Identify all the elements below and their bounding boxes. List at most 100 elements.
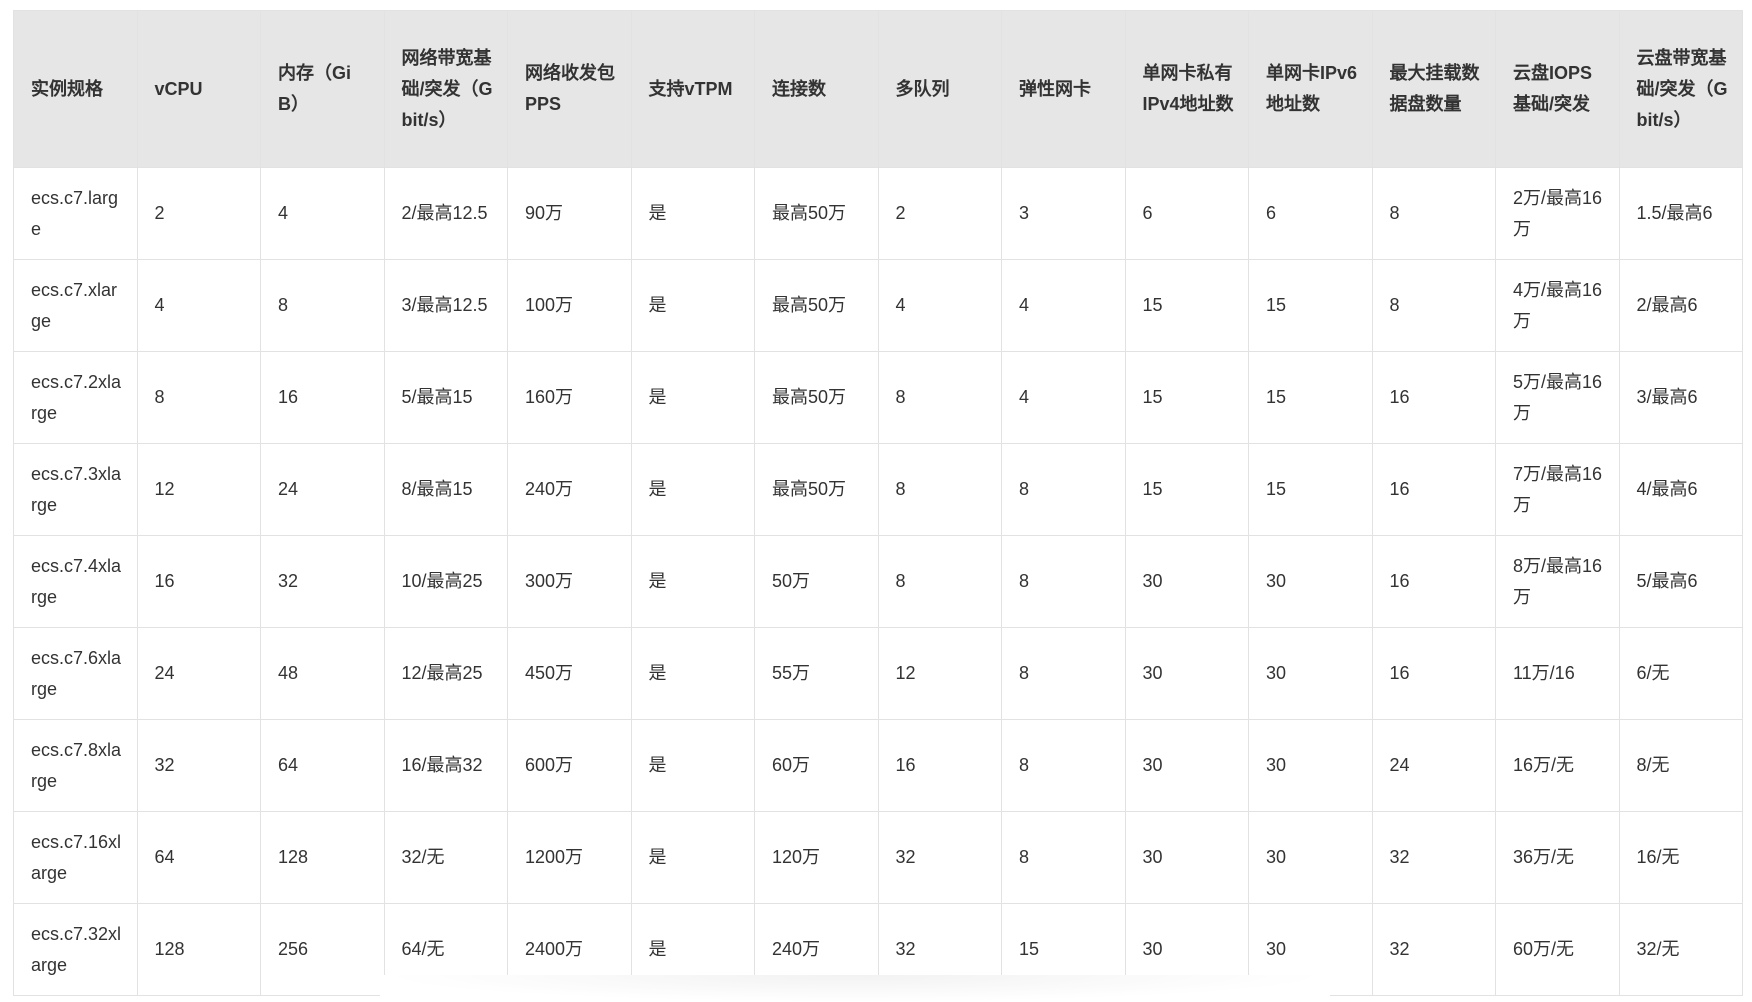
table-cell: 12/最高25: [383, 627, 508, 720]
column-header: 内存（GiB）: [260, 10, 385, 168]
table-cell: 1200万: [507, 811, 632, 904]
table-cell: 16万/无: [1495, 719, 1620, 812]
table-cell: 32: [1371, 903, 1496, 996]
table-cell: 是: [630, 627, 755, 720]
table-cell: 6/无: [1618, 627, 1743, 720]
table-cell: 8/无: [1618, 719, 1743, 812]
table-cell: 60万: [754, 719, 879, 812]
table-cell: 7万/最高16万: [1495, 443, 1620, 536]
table-cell: 30: [1248, 535, 1373, 628]
table-cell: 是: [630, 719, 755, 812]
table-cell: 15: [1248, 259, 1373, 352]
table-cell: 1.5/最高6: [1618, 167, 1743, 260]
table-row: ecs.c7.2xlarge 8 16 5/最高15 160万是最高50万 8 4 15 15 1…: [13, 351, 1743, 444]
column-header: 实例规格: [13, 10, 138, 168]
table-cell: 8: [877, 535, 1002, 628]
table-cell: 5/最高15: [383, 351, 508, 444]
table-cell: 4: [1001, 259, 1126, 352]
table-cell: 32: [136, 719, 261, 812]
table-cell: 8: [1001, 535, 1126, 628]
table-cell: 是: [630, 167, 755, 260]
table-cell: 450万: [507, 627, 632, 720]
table-cell: 15: [1248, 443, 1373, 536]
table-cell: 8: [136, 351, 261, 444]
table-cell: 2/最高12.5: [383, 167, 508, 260]
table-cell: 30: [1124, 627, 1249, 720]
table-cell: 90万: [507, 167, 632, 260]
table-row: ecs.c7.16xlarge 64 128 32/无 1200万是 120万 32 8 30 3…: [13, 811, 1743, 904]
table-cell: 16/最高32: [383, 719, 508, 812]
table-cell: 最高50万: [754, 443, 879, 536]
table-cell: 600万: [507, 719, 632, 812]
table-row: ecs.c7.xlarge 4 8 3/最高12.5 100万是最高50万 4 4 15 15 8…: [13, 259, 1743, 352]
table-cell: ecs.c7.3xlarge: [13, 443, 138, 536]
table-cell: 15: [1124, 351, 1249, 444]
table-row: ecs.c7.3xlarge 12 24 8/最高15 240万是最高50万 8 8 15 15…: [13, 443, 1743, 536]
table-cell: 8/最高15: [383, 443, 508, 536]
table-row: ecs.c7.4xlarge 16 32 10/最高25 300万是 50万 8 8 30 30 1…: [13, 535, 1743, 628]
table-cell: 16/无: [1618, 811, 1743, 904]
table-cell: 是: [630, 351, 755, 444]
table-cell: 16: [136, 535, 261, 628]
table-cell: 5万/最高16万: [1495, 351, 1620, 444]
table-cell: 16: [877, 719, 1002, 812]
table-cell: 64: [136, 811, 261, 904]
table-cell: 3: [1001, 167, 1126, 260]
table-cell: 4: [877, 259, 1002, 352]
table-cell: 30: [1124, 535, 1249, 628]
table-cell: 8: [877, 351, 1002, 444]
table-cell: 100万: [507, 259, 632, 352]
table-cell: 5/最高6: [1618, 535, 1743, 628]
table-cell: 120万: [754, 811, 879, 904]
table-cell: 3/最高6: [1618, 351, 1743, 444]
table-cell: 24: [136, 627, 261, 720]
column-header: 单网卡私有IPv4地址数: [1124, 10, 1249, 168]
table-cell: 15: [1124, 259, 1249, 352]
table-cell: 8: [1001, 719, 1126, 812]
table-row: ecs.c7.6xlarge 24 48 12/最高25 450万是 55万 12 8 30 30…: [13, 627, 1743, 720]
table-cell: 16: [1371, 627, 1496, 720]
column-header: 最大挂载数据盘数量: [1371, 10, 1496, 168]
table-cell: 16: [1371, 535, 1496, 628]
column-header: 多队列: [877, 10, 1002, 168]
table-cell: 8: [1001, 811, 1126, 904]
table-cell: ecs.c7.4xlarge: [13, 535, 138, 628]
table-cell: 32/无: [1618, 903, 1743, 996]
table-cell: ecs.c7.large: [13, 167, 138, 260]
table-row: ecs.c7.large 2 4 2/最高12.5 90万是最高50万 2 3 6 6 8 2万/最…: [13, 167, 1743, 260]
table-cell: 4: [136, 259, 261, 352]
table-cell: 6: [1124, 167, 1249, 260]
bottom-shadow: [380, 975, 1330, 1002]
instance-spec-table: 实例规格 vCPU 内存（GiB） 网络带宽基础/突发（Gbit/s） 网络收发包PPS…: [13, 10, 1743, 996]
table-cell: 240万: [507, 443, 632, 536]
table-cell: 128: [260, 811, 385, 904]
table-cell: 是: [630, 259, 755, 352]
table-cell: 36万/无: [1495, 811, 1620, 904]
table-cell: 24: [1371, 719, 1496, 812]
table-cell: 2: [877, 167, 1002, 260]
table-cell: 8万/最高16万: [1495, 535, 1620, 628]
table-cell: 32/无: [383, 811, 508, 904]
table-cell: 12: [136, 443, 261, 536]
table-cell: 30: [1124, 811, 1249, 904]
column-header: 云盘IOPS基础/突发: [1495, 10, 1620, 168]
column-header: 连接数: [754, 10, 879, 168]
table-cell: 128: [136, 903, 261, 996]
table-cell: 2万/最高16万: [1495, 167, 1620, 260]
table-cell: 15: [1124, 443, 1249, 536]
table-cell: 8: [260, 259, 385, 352]
table-cell: ecs.c7.32xlarge: [13, 903, 138, 996]
table-row: ecs.c7.8xlarge 32 64 16/最高32 600万是 60万 16 8 30 30…: [13, 719, 1743, 812]
table-cell: 300万: [507, 535, 632, 628]
column-header: 弹性网卡: [1001, 10, 1126, 168]
table-cell: 是: [630, 443, 755, 536]
table-cell: 4: [1001, 351, 1126, 444]
table-cell: ecs.c7.6xlarge: [13, 627, 138, 720]
table-cell: 8: [1001, 443, 1126, 536]
column-header: 网络带宽基础/突发（Gbit/s）: [383, 10, 508, 168]
table-cell: 160万: [507, 351, 632, 444]
table-cell: 8: [877, 443, 1002, 536]
table-cell: 8: [1371, 259, 1496, 352]
table-header-row: 实例规格 vCPU 内存（GiB） 网络带宽基础/突发（Gbit/s） 网络收发包PPS…: [13, 10, 1743, 168]
table-cell: 4万/最高16万: [1495, 259, 1620, 352]
